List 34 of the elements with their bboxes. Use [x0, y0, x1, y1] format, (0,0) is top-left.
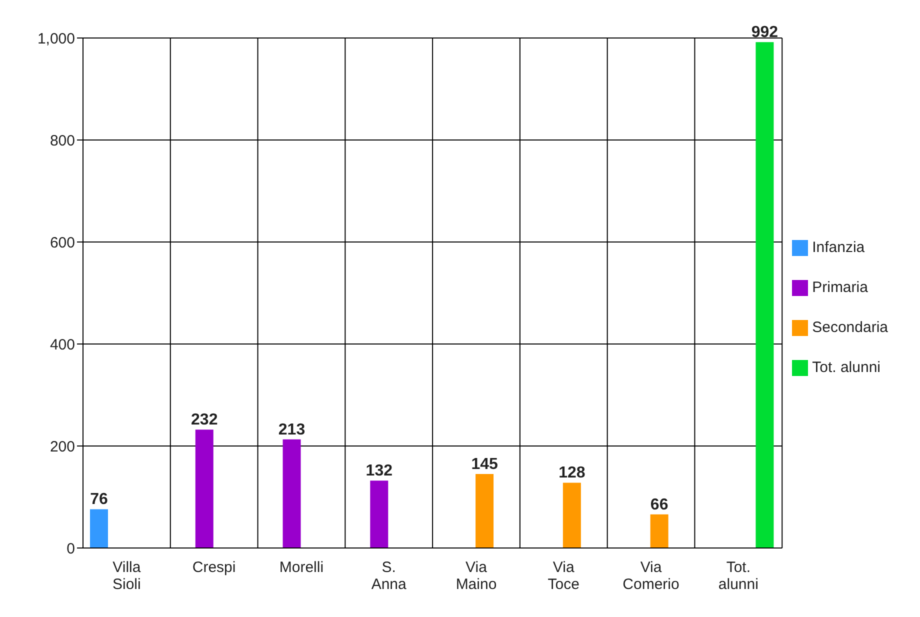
bar	[90, 509, 108, 548]
y-tick-label: 1,000	[37, 30, 75, 48]
legend-label: Primaria	[812, 279, 868, 296]
x-tick-label: Morelli	[279, 559, 324, 576]
y-tick-label: 600	[50, 234, 75, 252]
x-tick-label: Via Comerio	[622, 559, 680, 593]
x-tick-label: Via Maino	[456, 559, 497, 593]
x-tick-label: Via Toce	[548, 559, 580, 593]
y-tick-label: 200	[50, 438, 75, 456]
bar	[195, 430, 214, 548]
bar	[562, 482, 581, 548]
legend-label: Infanzia	[812, 239, 865, 256]
x-tick-label: S. Anna	[371, 559, 408, 593]
data-label: 66	[650, 496, 668, 514]
bar	[476, 474, 494, 548]
data-label: 145	[471, 456, 498, 474]
y-tick-label: 400	[50, 336, 75, 354]
bar	[282, 439, 301, 548]
data-label: 232	[191, 412, 218, 429]
bar	[756, 42, 774, 548]
bar	[650, 514, 668, 548]
data-label: 76	[90, 491, 108, 508]
data-label: 213	[278, 421, 306, 438]
x-tick-label: Tot. alunni	[718, 559, 758, 593]
y-tick-label: 800	[50, 132, 75, 150]
bar	[370, 480, 388, 548]
y-tick-label: 0	[66, 540, 75, 558]
legend-label: Tot. alunni	[812, 359, 880, 376]
x-tick-label: Crespi	[192, 559, 236, 576]
legend-label: Secondaria	[812, 319, 888, 336]
data-label: 128	[558, 464, 586, 482]
data-label: 992	[751, 24, 778, 42]
x-tick-label: Villa Sioli	[112, 559, 142, 593]
data-label: 132	[366, 462, 393, 480]
